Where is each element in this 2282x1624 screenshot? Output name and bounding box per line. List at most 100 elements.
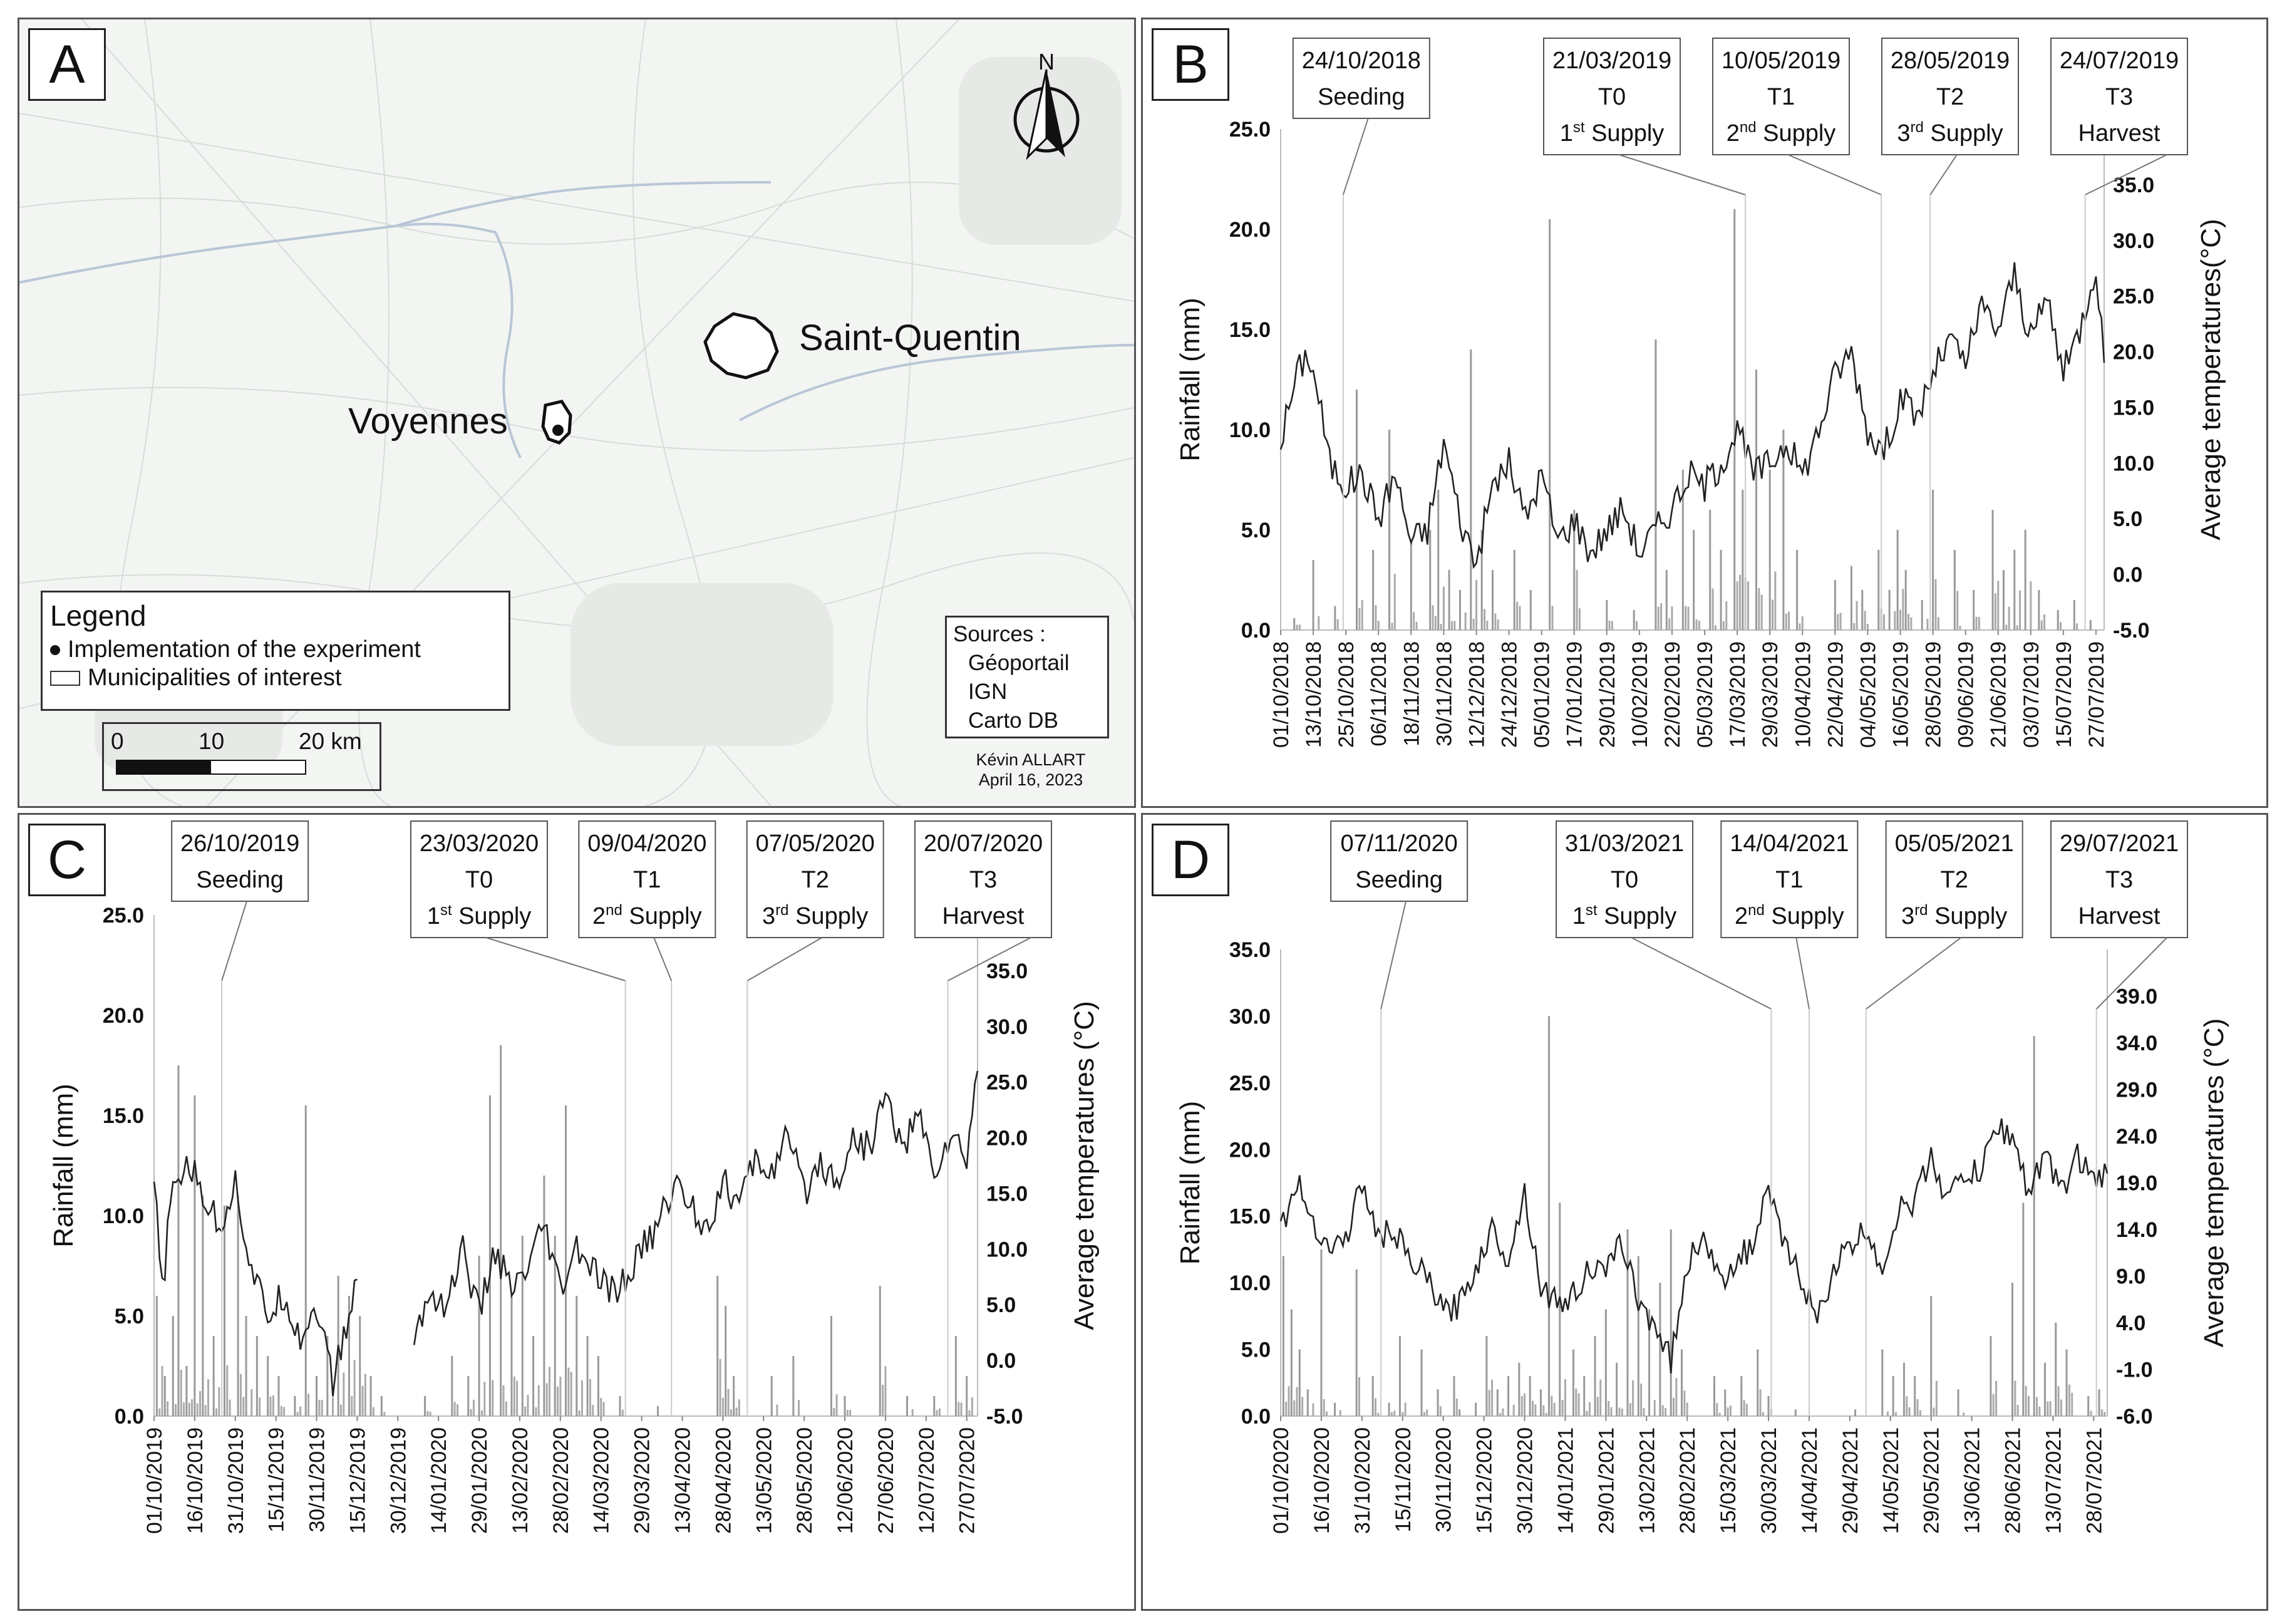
x-tick-label: 29/01/2019 <box>1596 641 1619 748</box>
rainfall-bar <box>456 1404 458 1416</box>
event-label: T3 <box>969 867 997 893</box>
rainfall-bar <box>1358 1377 1361 1416</box>
event-box <box>1543 38 1681 155</box>
y-tick-label: 20.0 <box>1229 218 1271 242</box>
x-tick-label: 17/03/2019 <box>1726 641 1750 748</box>
rainfall-bar <box>727 1389 730 1416</box>
rainfall-bar <box>1687 606 1690 630</box>
rainfall-bar <box>2076 623 2078 630</box>
y2-tick-label: 24.0 <box>2116 1125 2157 1149</box>
x-tick-label: 22/04/2019 <box>1824 641 1847 748</box>
rainfall-bar <box>1738 574 1741 630</box>
y2-tick-label: 19.0 <box>2116 1172 2157 1196</box>
rainfall-bar <box>1312 560 1314 630</box>
rainfall-bar <box>1475 1402 1477 1416</box>
rainfall-bar <box>1762 1412 1764 1416</box>
rainfall-bar <box>2035 1397 2038 1416</box>
event-label: Seeding <box>196 867 283 893</box>
x-tick-label: 28/06/2021 <box>2001 1427 2025 1534</box>
event-label: T1 <box>1775 867 1803 893</box>
rainfall-bar <box>1448 570 1450 630</box>
rainfall-bar <box>2038 590 2040 630</box>
x-tick-label: 10/04/2019 <box>1791 641 1815 748</box>
event-annotation: 21/03/2019 T0 1st Supply <box>1543 38 1747 630</box>
x-tick-label: 29/01/2021 <box>1594 1427 1618 1534</box>
x-tick-label: 14/03/2020 <box>590 1427 614 1534</box>
rainfall-bar <box>1910 617 1913 630</box>
event-box <box>578 820 716 938</box>
event-date: 23/03/2020 <box>420 830 539 857</box>
rainfall-bars <box>1293 209 2092 630</box>
rainfall-bar <box>1480 530 1483 630</box>
sources-box: Sources : Géoportail IGN Carto DB <box>945 616 1109 738</box>
rainfall-bar <box>212 1336 215 1416</box>
x-tick-label: 25/10/2018 <box>1335 641 1358 748</box>
rainfall-bar <box>2030 581 2032 630</box>
rainfall-bar <box>1372 550 1375 630</box>
rainfall-bar <box>1740 1376 1743 1416</box>
rainfall-bar <box>223 1206 225 1416</box>
rainfall-bar <box>1834 580 1836 630</box>
x-tick-label: 14/05/2021 <box>1879 1427 1903 1534</box>
event-date: 29/07/2021 <box>2060 830 2179 857</box>
rainfall-bar <box>565 1105 567 1416</box>
rainfall-bar <box>2060 622 2062 630</box>
rainfall-bar <box>1413 612 1415 630</box>
event-box <box>1881 38 2019 155</box>
y-tick-label: 10.0 <box>1229 418 1271 442</box>
rainfall-bar <box>1434 616 1437 630</box>
event-label: T1 <box>1767 84 1795 110</box>
y2-tick-label: -5.0 <box>2113 619 2150 643</box>
rainfall-bar <box>237 1196 239 1416</box>
rainfall-bar <box>1390 1412 1393 1416</box>
rainfall-bar <box>1455 1398 1458 1416</box>
rainfall-bar <box>177 1065 180 1416</box>
rainfall-bar <box>369 1376 372 1416</box>
rainfall-bar <box>1785 613 1787 630</box>
rainfall-bar <box>1545 1412 1547 1416</box>
rainfall-bar <box>296 1412 299 1416</box>
sources-title: Sources : <box>953 622 1046 646</box>
rainfall-bar <box>513 1376 515 1416</box>
x-tick-label: 12/07/2020 <box>915 1427 939 1534</box>
y-tick-label: 10.0 <box>103 1204 144 1228</box>
y-tick-label: 0.0 <box>1241 619 1271 643</box>
rainfall-bar <box>207 1379 210 1416</box>
rainfall-bar <box>1486 621 1489 630</box>
experiment-location-marker <box>552 425 564 436</box>
rainfall-bar <box>2014 1380 2016 1416</box>
rainfall-bar <box>879 1286 881 1416</box>
event-annotation: 23/03/2020 T0 1st Supply <box>410 820 626 1416</box>
rainfall-bar <box>2104 1412 2106 1416</box>
rainfall-bar <box>1573 510 1576 630</box>
dot-icon <box>50 644 60 655</box>
event-label: Seeding <box>1355 867 1442 893</box>
rainfall-bar <box>716 1276 719 1416</box>
rainfall-bar <box>307 1394 310 1416</box>
rainfall-bar <box>1377 1412 1380 1416</box>
event-callout <box>1929 154 1958 195</box>
event-sublabel: Harvest <box>2078 903 2161 929</box>
rainfall-bar <box>968 1410 971 1416</box>
rainfall-bar <box>1681 470 1684 630</box>
rainfall-bar <box>1285 1401 1288 1416</box>
voyennes-outline <box>541 400 572 445</box>
x-tick-label: 09/06/2019 <box>1954 641 1978 748</box>
x-tick-label: 13/06/2021 <box>1961 1427 1985 1534</box>
rainfall-bar <box>1660 603 1663 630</box>
rainfall-bar <box>1572 1349 1574 1416</box>
rainfall-bar <box>846 1410 849 1416</box>
rainfall-bar <box>1450 621 1453 630</box>
rainfall-bar <box>1334 1402 1336 1416</box>
y2-tick-label: -6.0 <box>2116 1405 2153 1429</box>
rainfall-bar <box>1410 540 1412 630</box>
rainfall-bar <box>602 1402 605 1416</box>
rainfall-bar <box>1908 614 1910 630</box>
y2-tick-label: 5.0 <box>2113 507 2142 531</box>
rainfall-bar <box>2049 1401 2052 1416</box>
scale-label-0: 0 <box>111 728 124 754</box>
x-tick-label: 13/02/2020 <box>509 1427 532 1534</box>
x-tick-label: 21/06/2019 <box>1987 641 2011 748</box>
rainfall-bar <box>1375 605 1377 630</box>
rainfall-bar <box>1415 621 1418 630</box>
